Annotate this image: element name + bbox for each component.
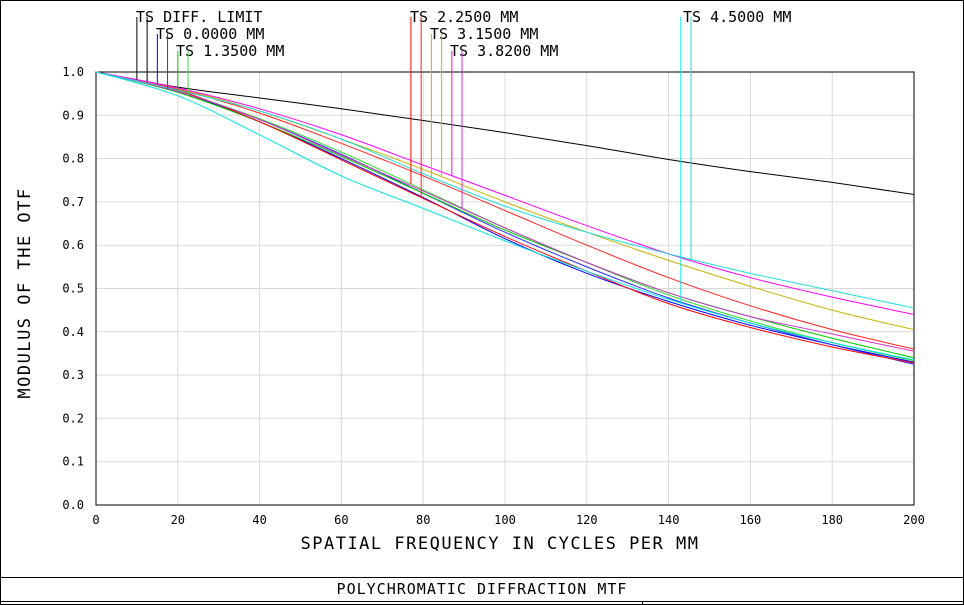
x-tick-label: 160 — [740, 513, 762, 527]
y-tick-label: 0.3 — [62, 368, 84, 382]
y-axis-label: MODULUS OF THE OTF — [15, 187, 35, 398]
grid — [95, 71, 915, 506]
series-layer — [95, 71, 915, 365]
x-tick-label: 20 — [171, 513, 185, 527]
x-tick-label: 200 — [903, 513, 925, 527]
series-line-5 — [95, 71, 915, 364]
x-tick-label: 140 — [658, 513, 680, 527]
legend-label: TS 1.3500 MM — [176, 42, 284, 60]
legend-label: TS DIFF. LIMIT — [136, 8, 262, 26]
x-axis-label: SPATIAL FREQUENCY IN CYCLES PER MM — [301, 534, 700, 554]
y-tick-label: 0.4 — [62, 325, 84, 339]
axes: 0 20 40 60 80 100 120 140 160 180 200 0.0 0.1 0.2 0.3 0… — [62, 65, 925, 527]
x-tick-label: 0 — [92, 513, 99, 527]
x-tick-label: 60 — [334, 513, 348, 527]
series-line-3 — [95, 71, 915, 359]
legend-label: TS 4.5000 MM — [683, 8, 791, 26]
series-line-10 — [95, 71, 915, 361]
y-tick-label: 0.2 — [62, 411, 84, 425]
series-line-6 — [95, 71, 915, 350]
y-tick-label: 0.9 — [62, 108, 84, 122]
x-tick-label: 180 — [821, 513, 843, 527]
x-tick-label: 40 — [252, 513, 266, 527]
chart-title: POLYCHROMATIC DIFFRACTION MTF — [336, 580, 628, 598]
x-tick-label: 80 — [416, 513, 430, 527]
footer-divider-bottom — [0, 601, 964, 602]
y-tick-label: 1.0 — [62, 65, 84, 79]
y-tick-label: 0.0 — [62, 498, 84, 512]
y-tick-label: 0.1 — [62, 455, 84, 469]
series-line-7 — [95, 71, 915, 331]
plot-area-border — [95, 71, 915, 506]
series-line-11 — [95, 71, 915, 309]
y-tick-label: 0.7 — [62, 195, 84, 209]
y-tick-label: 0.5 — [62, 282, 84, 296]
footer-divider — [0, 577, 964, 578]
legend-label: TS 2.2500 MM — [410, 8, 518, 26]
y-tick-label: 0.8 — [62, 152, 84, 166]
legend-label: TS 0.0000 MM — [156, 25, 264, 43]
x-tick-label: 100 — [494, 513, 516, 527]
y-tick-label: 0.6 — [62, 238, 84, 252]
series-line-9 — [95, 71, 915, 352]
x-tick-label: 120 — [576, 513, 598, 527]
legend-label: TS 3.8200 MM — [450, 42, 558, 60]
legend-label: TS 3.1500 MM — [430, 25, 538, 43]
series-line-0 — [95, 71, 915, 196]
footer-tick — [642, 601, 643, 605]
series-line-8 — [95, 71, 915, 315]
